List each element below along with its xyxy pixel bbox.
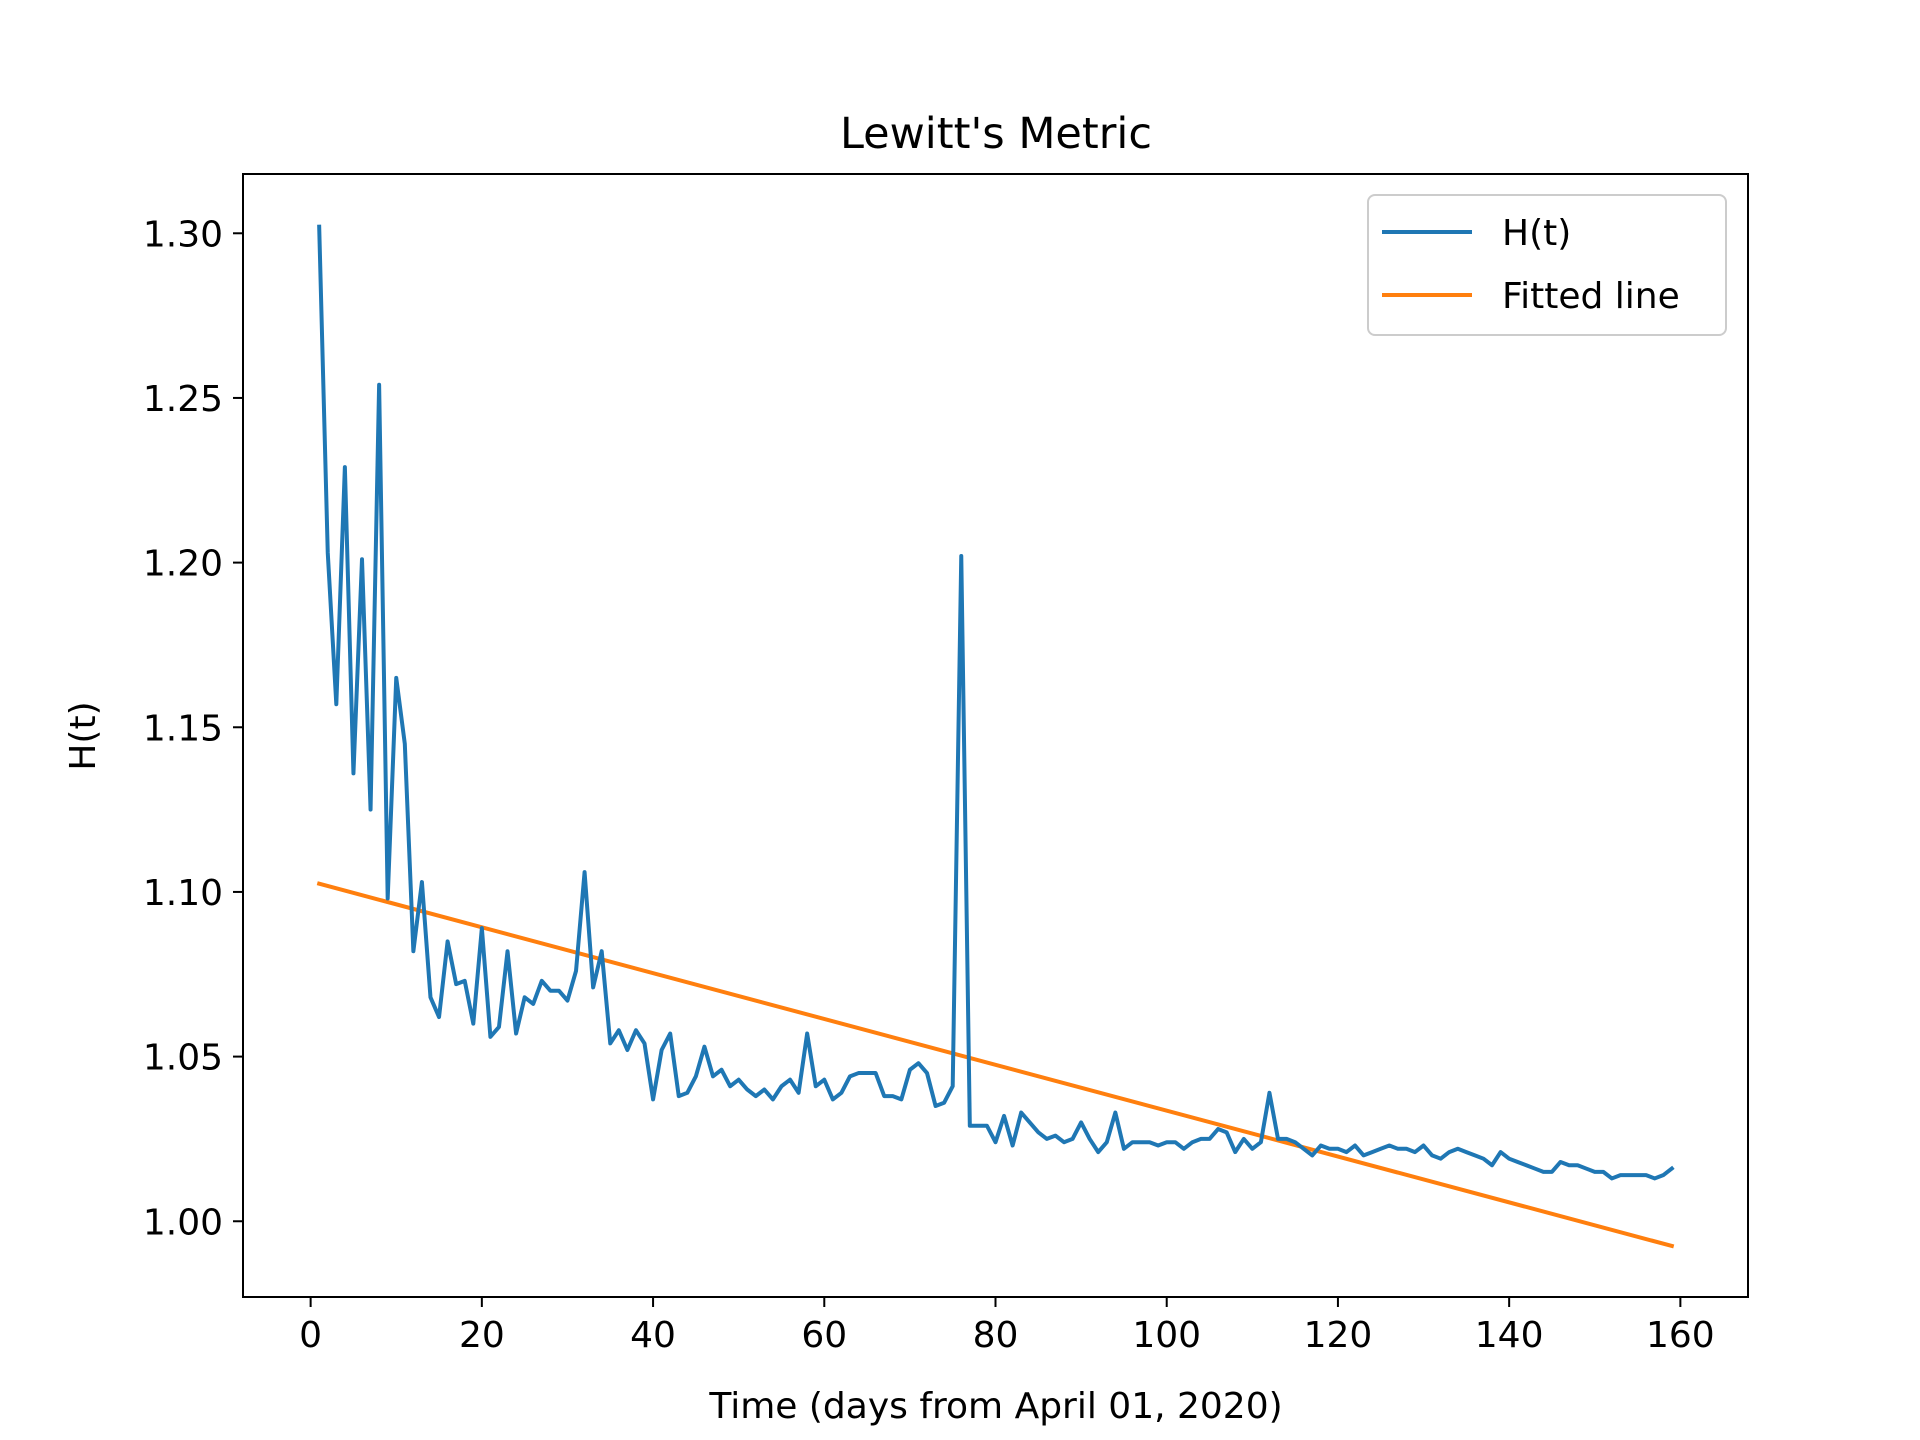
x-tick-label: 160	[1646, 1315, 1715, 1356]
chart-title: Lewitt's Metric	[840, 109, 1152, 159]
y-tick-label: 1.15	[143, 708, 223, 749]
x-tick-label: 20	[459, 1315, 505, 1356]
y-tick-label: 1.25	[143, 379, 223, 420]
y-axis-label: H(t)	[63, 701, 104, 770]
y-tick-label: 1.05	[143, 1038, 223, 1079]
y-tick-label: 1.30	[143, 214, 223, 255]
x-axis: 0 20 40 60 80 100 120 140 160	[299, 1297, 1715, 1356]
x-tick-label: 80	[973, 1315, 1019, 1356]
series-line-h-t	[317, 224, 1675, 1181]
y-tick-label: 1.20	[143, 544, 223, 585]
y-tick-label: 1.00	[143, 1202, 223, 1243]
y-axis: 1.00 1.05 1.10 1.15 1.20 1.25 1.30	[143, 214, 243, 1243]
x-tick-label: 40	[630, 1315, 676, 1356]
x-tick-label: 60	[801, 1315, 847, 1356]
series-layer	[316, 224, 1675, 1249]
x-tick-label: 0	[299, 1315, 322, 1356]
series-line-fitted-line	[316, 881, 1675, 1249]
y-tick-label: 1.10	[143, 873, 223, 914]
legend-label-ht: H(t)	[1502, 213, 1571, 254]
legend: H(t) Fitted line	[1367, 194, 1727, 336]
legend-label-fitted-line: Fitted line	[1502, 276, 1680, 317]
x-tick-label: 120	[1304, 1315, 1373, 1356]
x-tick-label: 100	[1132, 1315, 1201, 1356]
x-axis-label: Time (days from April 01, 2020)	[708, 1386, 1282, 1427]
x-tick-label: 140	[1475, 1315, 1544, 1356]
